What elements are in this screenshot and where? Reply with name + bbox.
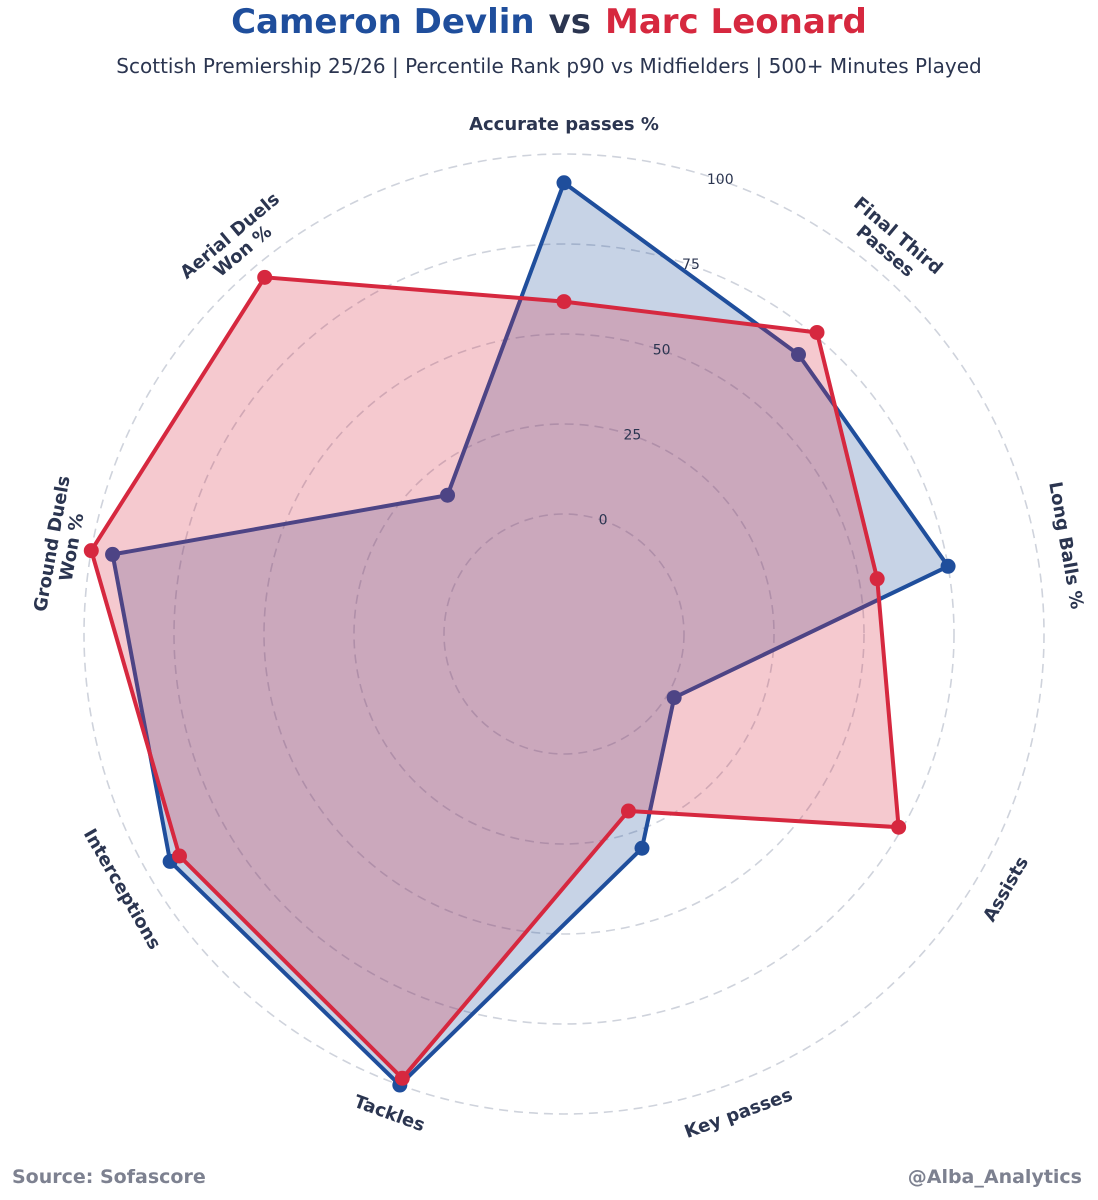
series-2-point — [257, 269, 273, 285]
series-2-point — [869, 571, 885, 587]
series-2-point — [620, 803, 636, 819]
series-1-point — [556, 175, 572, 191]
radar-series — [83, 175, 956, 1093]
series-2-point — [891, 819, 907, 835]
radar-grid — [83, 153, 1045, 1115]
grid-ring — [173, 243, 955, 1025]
axis-label: Long Balls % — [1044, 480, 1087, 611]
series-2-point — [83, 543, 99, 559]
grid-ring — [353, 423, 775, 845]
axis-label-line: Accurate passes % — [469, 114, 659, 135]
series-1-point — [105, 546, 121, 562]
series-1-point — [790, 347, 806, 363]
axis-label-line: Assists — [979, 853, 1033, 925]
series-2-point — [394, 1070, 410, 1086]
series-1-point — [940, 558, 956, 574]
title-player2: Marc Leonard — [605, 2, 867, 42]
series-1-point — [440, 487, 456, 503]
series-area-2 — [89, 275, 901, 1082]
grid-ring — [83, 153, 1045, 1115]
axis-label: Accurate passes % — [469, 114, 659, 135]
axis-label: Assists — [979, 853, 1033, 925]
series-2-point — [556, 294, 572, 310]
series-1-point — [634, 840, 650, 856]
axis-label-line: Interceptions — [79, 825, 165, 953]
source-credit: Source: Sofascore — [12, 1166, 206, 1188]
chart-subtitle: Scottish Premiership 25/26 | Percentile … — [116, 54, 982, 78]
series-2-point — [171, 848, 187, 864]
grid-ring — [443, 513, 685, 755]
axis-label: Ground DuelsWon % — [30, 474, 94, 617]
axis-label: Key passes — [682, 1084, 796, 1142]
axis-label-line: Long Balls % — [1044, 480, 1087, 611]
radial-tick-label: 0 — [599, 513, 608, 529]
axis-label: Final ThirdPasses — [837, 193, 947, 294]
author-handle: @Alba_Analytics — [907, 1166, 1082, 1188]
axis-label-line: Tackles — [351, 1091, 428, 1136]
radial-tick-label: 25 — [623, 427, 641, 443]
title-vs: vs — [548, 2, 592, 42]
chart-title: Cameron Devlin vs Marc Leonard — [0, 2, 1098, 42]
radial-tick-label: 50 — [653, 342, 671, 358]
radial-tick-label: 75 — [682, 257, 700, 273]
title-player1: Cameron Devlin — [231, 2, 535, 42]
radial-tick-label: 100 — [707, 172, 734, 188]
series-2-point — [809, 324, 825, 340]
series-1-point — [666, 690, 682, 706]
grid-ring — [263, 333, 865, 935]
axis-label-line: Key passes — [682, 1084, 796, 1142]
axis-label: Tackles — [351, 1091, 428, 1136]
axis-label: Interceptions — [79, 825, 165, 953]
series-area-1 — [110, 179, 952, 1088]
